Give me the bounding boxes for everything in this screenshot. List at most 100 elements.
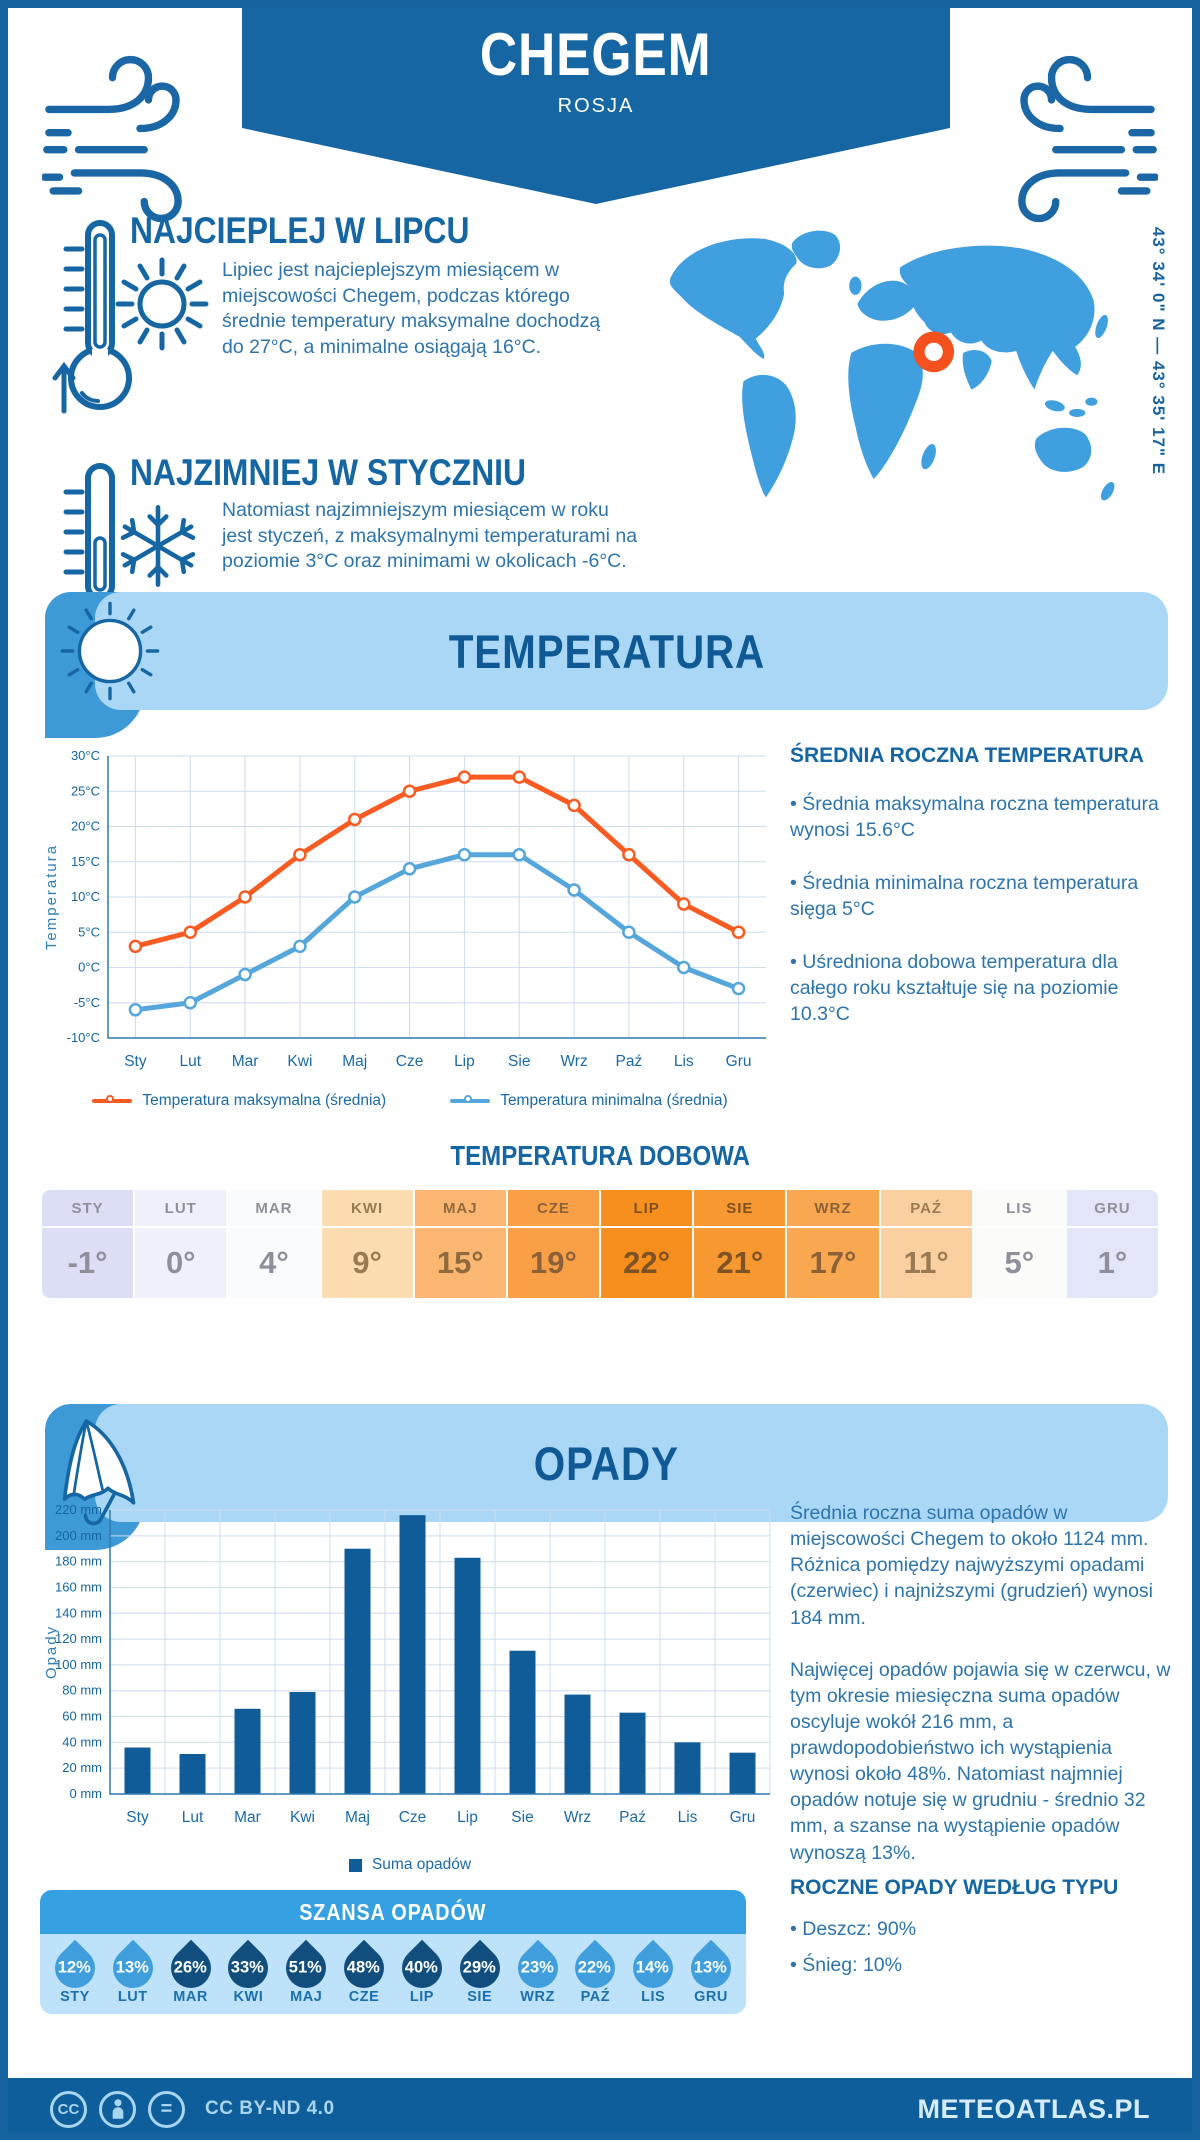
droplet-icon: 33% [220,1939,277,1997]
chance-droplet-cell: 13% LUT [104,1939,162,2005]
legend-item-max: Temperatura maksymalna (średnia) [92,1092,386,1110]
min-line-marker [450,1095,491,1103]
month-header: PAŹ [880,1190,972,1228]
month-column: STY -1° [42,1190,134,1298]
month-header: LIP [601,1190,693,1228]
droplet-icon: 26% [162,1939,219,1997]
svg-text:Sie: Sie [511,1809,533,1826]
droplet-icon: 29% [451,1939,508,1997]
precipitation-text: Średnia roczna suma opadów w miejscowośc… [790,1500,1174,1866]
svg-text:200 mm: 200 mm [55,1528,102,1543]
svg-text:30°C: 30°C [71,748,100,763]
svg-text:60 mm: 60 mm [62,1709,102,1724]
svg-text:40 mm: 40 mm [62,1734,102,1749]
precipitation-type-box: ROCZNE OPADY WEDŁUG TYPU • Deszcz: 90% •… [790,1876,1174,1990]
svg-text:80 mm: 80 mm [62,1683,102,1698]
month-header: MAR [228,1190,320,1228]
cold-text: Natomiast najzimniejszym miesiącem w rok… [222,499,638,573]
month-column: GRU 1° [1064,1190,1158,1298]
chance-percent: 29% [463,1958,497,1977]
svg-text:Lis: Lis [674,1053,694,1070]
month-header: LIS [973,1190,1065,1228]
chance-panel-title: SZANSA OPADÓW [40,1890,746,1934]
svg-text:-5°C: -5°C [74,995,100,1010]
month-column: LIP 22° [599,1190,693,1298]
month-column: PAŹ 11° [878,1190,972,1298]
month-column: CZE 19° [505,1190,600,1298]
month-header: MAJ [414,1190,506,1228]
chance-percent: 13% [116,1958,150,1977]
type-bullet: • Śnieg: 10% [790,1954,902,1976]
type-bullet: • Deszcz: 90% [790,1918,917,1940]
month-temperature: 9° [321,1228,413,1298]
daily-temperature-title: TEMPERATURA DOBOWA [450,1140,750,1171]
month-header: CZE [507,1190,600,1228]
month-temperature: 1° [1066,1228,1158,1298]
brand-logo: METEOATLAS.PL [917,2093,1150,2124]
sidebar-bullet: • Uśredniona dobowa temperatura dla całe… [790,950,1119,1025]
month-temperature: 5° [973,1228,1065,1298]
month-header: SIE [694,1190,786,1228]
svg-text:Paź: Paź [616,1053,643,1070]
chance-percent: 26% [174,1958,208,1977]
band-bar [95,1404,1168,1522]
chance-percent: 14% [636,1958,670,1977]
chance-droplet-cell: 51% MAJ [277,1939,335,2005]
month-temperature: 15° [414,1228,506,1298]
header-banner: CHEGEM ROSJA [242,0,950,128]
chance-droplet-cell: 40% LIP [393,1939,451,2005]
droplet-icon: 48% [335,1939,393,1997]
svg-text:Kwi: Kwi [287,1053,312,1070]
month-header: WRZ [787,1190,879,1228]
bar-legend-marker [348,1858,362,1872]
precipitation-bar-chart: 0 mm 20 mm 40 mm 60 mm 80 mm 100 mm 120 mm 140 … [43,1502,771,1826]
svg-text:120 mm: 120 mm [55,1631,102,1646]
svg-text:Lut: Lut [179,1053,201,1070]
temperature-section-title: TEMPERATURA [448,625,765,678]
precipitation-legend: Suma opadów [40,1856,780,1874]
sidebar-title: ŚREDNIA ROCZNA TEMPERATURA [790,744,1144,767]
svg-text:5°C: 5°C [78,924,100,939]
droplet-icon: 14% [624,1939,682,1997]
license-group: CC = CC BY-ND 4.0 [50,2090,335,2128]
svg-text:20 mm: 20 mm [62,1760,102,1775]
chance-droplet-cell: 26% MAR [162,1939,220,2005]
svg-text:Maj: Maj [345,1809,370,1826]
chance-droplet-cell: 23% WRZ [509,1939,567,2005]
location-marker [913,331,955,373]
droplet-icon: 23% [509,1939,566,1997]
chance-percent: 12% [58,1958,92,1977]
temperature-line-chart: -10°C -5°C 0°C 5°C 10°C 15°C 20°C 25°C 30°C Sty Lu… [43,748,766,1070]
month-column: SIE 21° [692,1190,786,1298]
svg-text:Lis: Lis [678,1809,698,1826]
band-bar [95,592,1168,710]
month-temperature: 22° [601,1228,693,1298]
chance-droplet-cell: 12% STY [46,1939,104,2005]
precipitation-section-title: OPADY [533,1437,680,1490]
precipitation-chance-panel: SZANSA OPADÓW 12% STY 13% LUT 26% MAR 33% KWI 51… [40,1890,746,2014]
chance-month: MAR [173,1989,208,2005]
month-column: MAR 4° [226,1190,320,1298]
month-temperature: 17° [787,1228,879,1298]
warm-heading: NAJCIEPLEJ W LIPCU [130,210,470,251]
chance-droplet-cell: 22% PAŹ [566,1939,624,2005]
svg-text:25°C: 25°C [71,783,100,798]
temperature-sidebar: ŚREDNIA ROCZNA TEMPERATURA • Średnia mak… [790,744,1172,1054]
daily-temperature-table: STY -1° LUT 0° MAR 4° KWI 9° MAJ 15° CZE 19° LIP 22° S… [42,1190,1158,1298]
warm-text: Lipiec jest najcieplejszym miesiącem w m… [222,259,601,359]
svg-text:100 mm: 100 mm [55,1657,102,1672]
legend-label: Temperatura maksymalna (średnia) [142,1092,387,1109]
svg-text:Cze: Cze [399,1809,427,1826]
chance-percent: 22% [578,1958,612,1977]
type-title: ROCZNE OPADY WEDŁUG TYPU [790,1876,1119,1899]
droplet-icon: 13% [682,1939,740,1997]
temperature-legend: Temperatura maksymalna (średnia) Tempera… [40,1092,780,1110]
month-temperature: -1° [42,1228,134,1298]
svg-text:15°C: 15°C [71,854,100,869]
svg-text:20°C: 20°C [71,819,100,834]
chance-droplet-cell: 13% GRU [682,1939,740,2005]
snowflake-icon [120,505,196,587]
month-column: WRZ 17° [785,1190,879,1298]
svg-text:140 mm: 140 mm [55,1605,102,1620]
